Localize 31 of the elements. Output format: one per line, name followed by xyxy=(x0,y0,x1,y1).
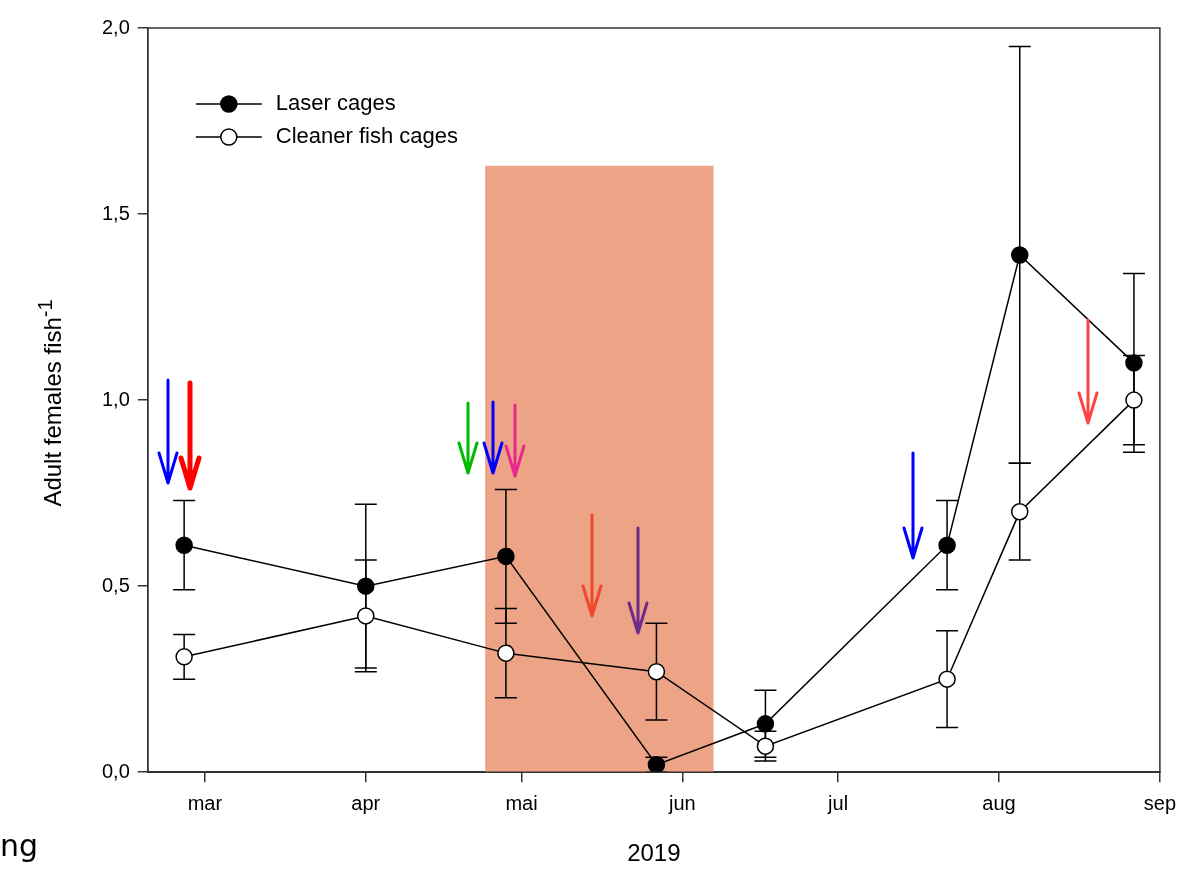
point xyxy=(357,607,375,625)
y-tick-label: 1,5 xyxy=(101,201,130,224)
point xyxy=(756,715,775,733)
point xyxy=(756,737,775,755)
point xyxy=(175,536,193,554)
x-tick-label: jul xyxy=(827,791,849,814)
point xyxy=(938,670,956,688)
point xyxy=(1010,246,1029,264)
x-tick-label: jun xyxy=(668,791,696,814)
point xyxy=(497,644,515,662)
legend-label: Cleaner fish cages xyxy=(275,123,459,149)
point xyxy=(357,577,375,595)
y-tick-label: 2,0 xyxy=(101,15,130,38)
x-tick-label: mai xyxy=(505,791,538,814)
point xyxy=(647,662,666,681)
x-axis-title: 2019 xyxy=(627,839,681,867)
x-tick-label: aug xyxy=(982,791,1016,814)
text: ng xyxy=(0,828,39,863)
x-tick-label: mar xyxy=(187,791,223,814)
point xyxy=(497,547,515,566)
x-tick-label: sep xyxy=(1143,791,1176,814)
y-tick-label: 0,0 xyxy=(101,759,130,782)
point xyxy=(1125,391,1143,409)
y-tick-label: 1,0 xyxy=(101,387,130,410)
x-tick-label: apr xyxy=(351,791,381,814)
point xyxy=(1125,354,1143,372)
point xyxy=(938,536,956,554)
point xyxy=(175,648,193,666)
y-tick-label: 0,5 xyxy=(101,573,130,596)
point xyxy=(1010,502,1029,521)
legend-label: Laser cages xyxy=(275,90,396,116)
